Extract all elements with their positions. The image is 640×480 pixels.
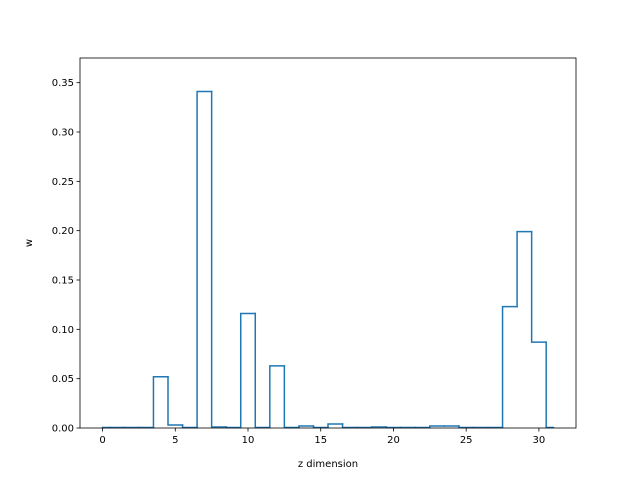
step-segment	[501, 305, 518, 429]
y-tick-label: 0.05	[52, 374, 74, 385]
step-segment	[210, 90, 227, 428]
step-segment	[530, 230, 547, 343]
y-axis-label: w	[24, 239, 35, 247]
step-segment	[429, 425, 446, 429]
y-tick-label: 0.10	[52, 325, 74, 336]
x-tick-label: 20	[387, 435, 400, 446]
y-tick-label: 0.30	[52, 128, 74, 139]
x-tick-label: 10	[242, 435, 255, 446]
y-tick-label: 0.35	[52, 78, 74, 89]
plot-area	[80, 58, 576, 428]
x-tick-label: 30	[533, 435, 546, 446]
y-tick-label: 0.00	[52, 424, 74, 435]
step-segment	[254, 312, 271, 429]
step-segment	[269, 365, 286, 429]
x-axis: 0 5 10 15 20 25 30	[99, 428, 545, 446]
step-segment	[327, 423, 344, 429]
x-tick-label: 5	[172, 435, 178, 446]
y-tick-label: 0.15	[52, 276, 74, 287]
step-segment	[545, 341, 555, 429]
x-tick-label: 25	[460, 435, 473, 446]
x-tick-label: 15	[314, 435, 327, 446]
step-segment	[283, 365, 300, 429]
step-segment	[516, 230, 533, 308]
step-segment	[298, 425, 315, 429]
step-segment	[167, 375, 184, 426]
step-segment	[152, 375, 169, 429]
step-segment	[312, 425, 329, 429]
step-segment	[181, 424, 198, 429]
x-tick-label: 0	[99, 435, 105, 446]
y-tick-label: 0.20	[52, 226, 74, 237]
series-marks	[101, 90, 555, 429]
step-segment	[458, 425, 475, 429]
y-tick-label: 0.25	[52, 177, 74, 188]
step-segment	[239, 312, 257, 429]
plot-frame	[79, 57, 577, 429]
x-axis-label: z dimension	[298, 459, 358, 470]
step-segment	[196, 90, 213, 429]
step-segment	[341, 423, 358, 429]
y-axis: 0.00 0.05 0.10 0.15 0.20 0.25 0.30 0.35	[52, 78, 80, 435]
